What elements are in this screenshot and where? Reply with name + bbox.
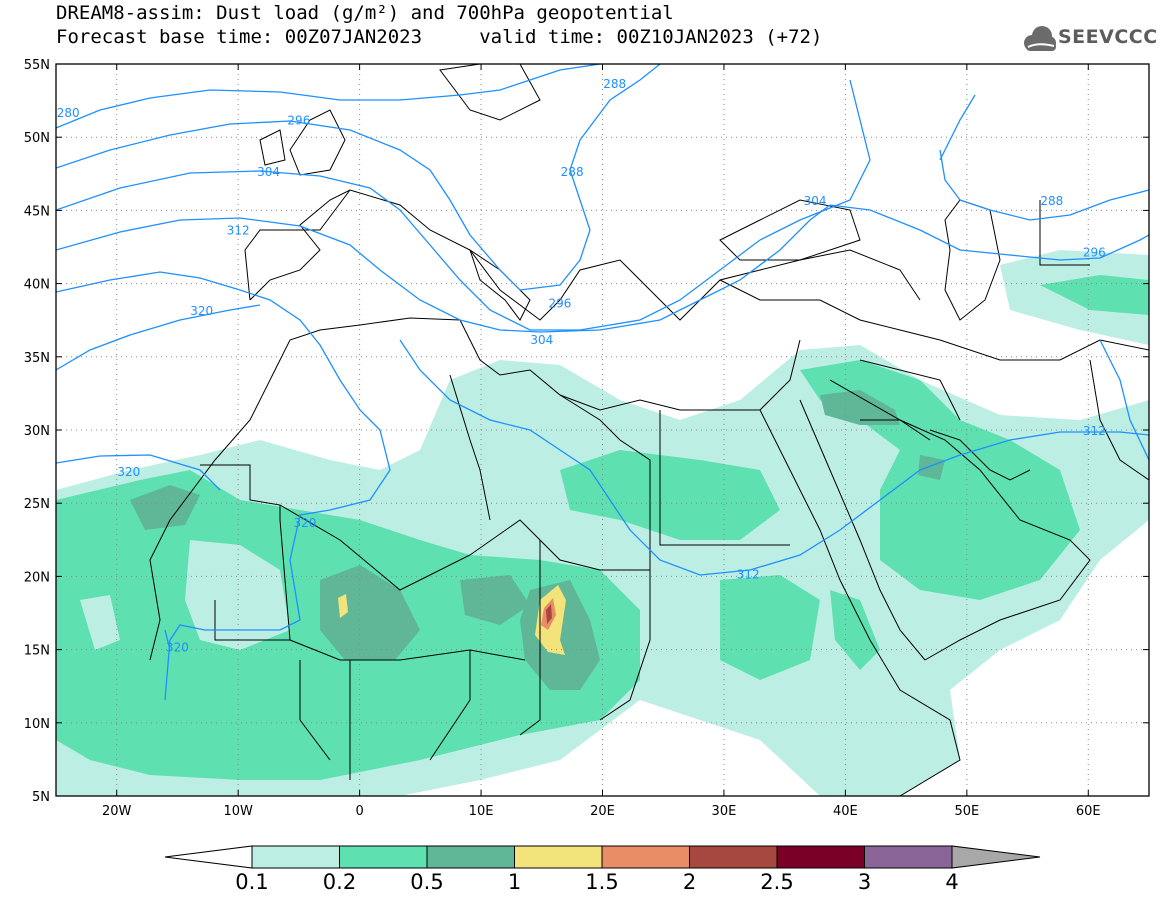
colorbar-swatch: [864, 845, 953, 869]
colorbar-swatch: [251, 845, 340, 869]
map-title: DREAM8-assim: Dust load (g/m²) and 700hP…: [56, 2, 674, 24]
colorbar-swatch: [514, 845, 603, 869]
lon-tick-label: 20W: [102, 804, 132, 819]
lat-tick-label: 25N: [24, 497, 50, 512]
colorbar-over-arrow: [951, 845, 1041, 869]
contour-label: 312: [1083, 424, 1106, 438]
colorbar-label: 3: [858, 870, 871, 894]
contour-label: 288: [603, 77, 626, 91]
lon-tick-label: 50E: [954, 804, 979, 819]
colorbar-label: 0.5: [410, 870, 443, 894]
lat-tick-label: 35N: [24, 351, 50, 366]
forecast-time-line: Forecast base time: 00Z07JAN2023 valid t…: [56, 26, 823, 48]
lon-tick-label: 40E: [833, 804, 858, 819]
lon-tick-label: 10W: [223, 804, 253, 819]
colorbar-swatch: [426, 845, 515, 869]
contour-label: 280: [57, 106, 80, 120]
colorbar-swatch: [776, 845, 865, 869]
colorbar-label: 0.2: [323, 870, 356, 894]
colorbar-label: 4: [945, 870, 958, 894]
contour-label: 304: [530, 333, 553, 347]
lat-tick-label: 30N: [24, 424, 50, 439]
lat-tick-label: 50N: [24, 131, 50, 146]
colorbar-under-arrow: [164, 845, 253, 869]
contour-label: 288: [561, 165, 584, 179]
lat-tick-label: 40N: [24, 278, 50, 293]
contour-labels: 280 288 296 304 312 320 320 320 320 288 296 304 304 2…: [57, 77, 1106, 655]
colorbar: 0.1 0.2 0.5 1 1.5 2 2.5 3 4: [164, 845, 1041, 894]
lon-tick-label: 0: [355, 804, 363, 819]
contour-label: 320: [166, 641, 189, 655]
contour-label: 312: [737, 567, 760, 581]
colorbar-swatch: [689, 845, 778, 869]
logo-text: SEEVCCC: [1058, 26, 1158, 48]
geopotential-contours: [56, 64, 1149, 701]
contour-label: 312: [227, 223, 250, 237]
contour-label: 320: [294, 516, 317, 530]
lon-tick-label: 60E: [1076, 804, 1101, 819]
lat-tick-label: 55N: [24, 58, 50, 73]
colorbar-label: 2.5: [760, 870, 793, 894]
coastlines-borders: [149, 64, 1149, 796]
cloud-logo-icon: [1024, 26, 1056, 51]
colorbar-swatch: [601, 845, 690, 869]
lat-lon-grid: [56, 64, 1149, 796]
contour-label: 320: [117, 465, 140, 479]
colorbar-label: 1.5: [585, 870, 618, 894]
contour-label: 296: [287, 114, 310, 128]
colorbar-label: 0.1: [235, 870, 268, 894]
colorbar-swatch: [339, 845, 428, 869]
lat-tick-label: 15N: [24, 644, 50, 659]
lat-tick-label: 20N: [24, 570, 50, 585]
contour-label: 320: [190, 304, 213, 318]
contour-label: 304: [804, 194, 827, 208]
colorbar-label: 2: [683, 870, 696, 894]
lat-tick-label: 10N: [24, 717, 50, 732]
colorbar-label: 1: [508, 870, 521, 894]
contour-label: 296: [1083, 245, 1106, 259]
lon-tick-label: 30E: [712, 804, 737, 819]
lat-tick-label: 45N: [24, 204, 50, 219]
lon-tick-label: 10E: [469, 804, 494, 819]
lon-tick-label: 20E: [590, 804, 615, 819]
axis-ticks: 55N 50N 45N 40N 35N 30N 25N 20N 15N 10N 5N 20W 10W 0 1…: [24, 58, 1149, 819]
contour-label: 288: [1040, 194, 1063, 208]
lat-tick-label: 5N: [32, 790, 50, 805]
contour-label: 304: [257, 165, 280, 179]
contour-label: 296: [549, 297, 572, 311]
